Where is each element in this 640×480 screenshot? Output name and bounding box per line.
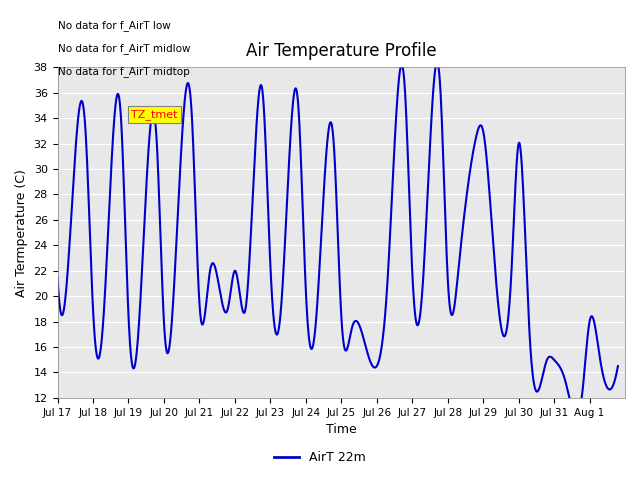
Text: No data for f_AirT midtop: No data for f_AirT midtop [58,66,189,77]
Title: Air Temperature Profile: Air Temperature Profile [246,42,436,60]
Text: No data for f_AirT midlow: No data for f_AirT midlow [58,43,190,54]
Text: TZ_tmet: TZ_tmet [131,109,178,120]
Legend: AirT 22m: AirT 22m [269,446,371,469]
Text: No data for f_AirT low: No data for f_AirT low [58,20,170,31]
Y-axis label: Air Termperature (C): Air Termperature (C) [15,168,28,297]
X-axis label: Time: Time [326,423,356,436]
